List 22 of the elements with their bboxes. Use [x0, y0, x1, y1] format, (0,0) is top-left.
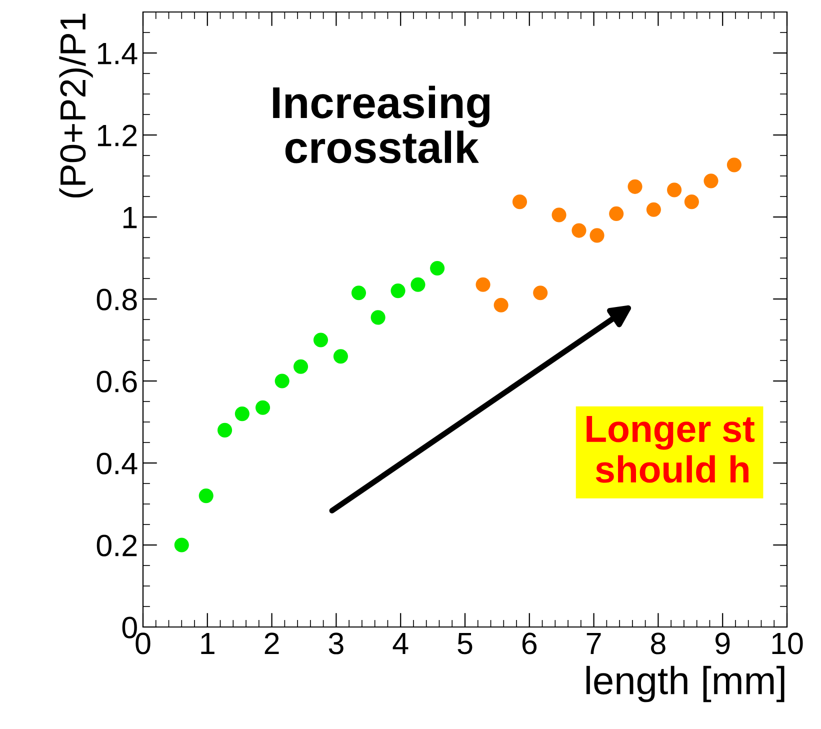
x-tick-label: 7	[586, 632, 601, 654]
x-tick-label: 2	[264, 632, 279, 654]
annotation: Increasing crosstalk	[273, 86, 490, 164]
x-tick-label: 6	[522, 632, 537, 654]
x-axis-title: length [mm]	[586, 666, 784, 702]
y-tick-label: 1.2	[98, 124, 137, 146]
x-tick-label: 9	[716, 632, 730, 654]
y-tick-label: 0.8	[96, 288, 137, 310]
y-tick-label: 0.2	[96, 534, 137, 556]
y-tick-label: 0.4	[96, 452, 138, 474]
y-tick-label: 0	[122, 616, 137, 638]
x-tick-label: 1	[201, 632, 214, 654]
y-tick-label: 1	[123, 207, 137, 228]
y-tick-label: 1.4	[98, 43, 138, 64]
x-tick-label: 10	[772, 632, 803, 654]
x-tick-label: 8	[651, 632, 666, 654]
annotation: Longer st should h	[586, 416, 755, 483]
y-tick-label: 0.6	[96, 370, 137, 392]
x-tick-label: 4	[392, 632, 408, 654]
y-axis-title: (P0+P2)/P1	[59, 14, 93, 198]
x-tick-label: 5	[458, 632, 472, 654]
x-tick-label: 3	[328, 632, 344, 654]
